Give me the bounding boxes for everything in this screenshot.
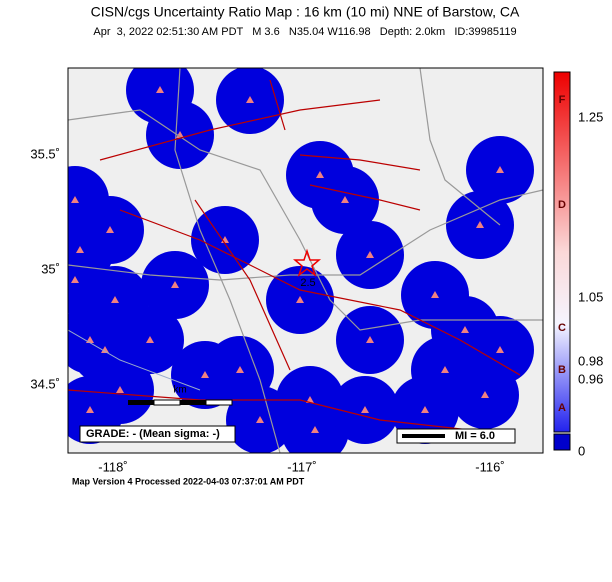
station <box>71 276 79 283</box>
lon-label: -117˚ <box>287 459 316 474</box>
station <box>441 366 449 373</box>
station <box>311 426 319 433</box>
station <box>101 346 109 353</box>
footer: Map Version 4 Processed 2022-04-03 07:37… <box>72 476 305 486</box>
colorbar-letter: D <box>558 199 566 211</box>
grade-box <box>79 425 236 443</box>
scale-unit: km <box>173 385 186 396</box>
features <box>68 68 543 453</box>
colorbar-value: 0 <box>578 443 585 458</box>
station <box>201 371 209 378</box>
lat-label: 35.5˚ <box>30 146 60 161</box>
station <box>76 246 84 253</box>
station <box>366 336 374 343</box>
station-label: 2.5 <box>300 277 315 289</box>
station <box>461 326 469 333</box>
colorbar <box>553 71 571 433</box>
station <box>71 196 79 203</box>
station <box>116 386 124 393</box>
station <box>256 416 264 423</box>
station <box>246 96 254 103</box>
station <box>496 166 504 173</box>
frame <box>67 67 544 454</box>
station <box>476 221 484 228</box>
mi-box <box>396 428 516 444</box>
station <box>296 296 304 303</box>
subtitle: Apr 3, 2022 02:51:30 AM PDT M 3.6 N35.04… <box>93 26 516 38</box>
lon-label: -116˚ <box>475 459 504 474</box>
station <box>341 196 349 203</box>
lon-label: -118˚ <box>98 459 127 474</box>
station <box>171 281 179 288</box>
colorbar-value: 1.05 <box>578 289 603 304</box>
colorbar-labels: F D C B A 1.25 1.05 0.98 0.96 0 <box>558 94 603 459</box>
station <box>176 131 184 138</box>
station <box>236 366 244 373</box>
lat-label: 35˚ <box>41 261 60 276</box>
colorbar-value: 1.25 <box>578 109 603 124</box>
scale-bar <box>128 399 233 406</box>
colorbar-letter: A <box>558 402 566 414</box>
colorbar-letter: B <box>558 364 566 376</box>
station <box>316 171 324 178</box>
mi-label: MI = 6.0 <box>455 430 495 442</box>
station <box>431 291 439 298</box>
station <box>306 396 314 403</box>
station <box>86 406 94 413</box>
station <box>496 346 504 353</box>
station <box>421 406 429 413</box>
grade: GRADE: - (Mean sigma: -) <box>86 428 220 440</box>
station <box>361 406 369 413</box>
colorbar-low <box>553 433 571 451</box>
colorbar-value: 0.98 <box>578 353 603 368</box>
station <box>156 86 164 93</box>
title: CISN/cgs Uncertainty Ratio Map : 16 km (… <box>91 4 520 20</box>
lat-label: 34.5˚ <box>30 376 60 391</box>
station <box>481 391 489 398</box>
station <box>366 251 374 258</box>
colorbar-letter: F <box>559 94 566 106</box>
station <box>106 226 114 233</box>
colorbar-letter: C <box>558 322 566 334</box>
station <box>146 336 154 343</box>
station <box>111 296 119 303</box>
colorbar-value: 0.96 <box>578 371 603 386</box>
star <box>292 248 322 278</box>
